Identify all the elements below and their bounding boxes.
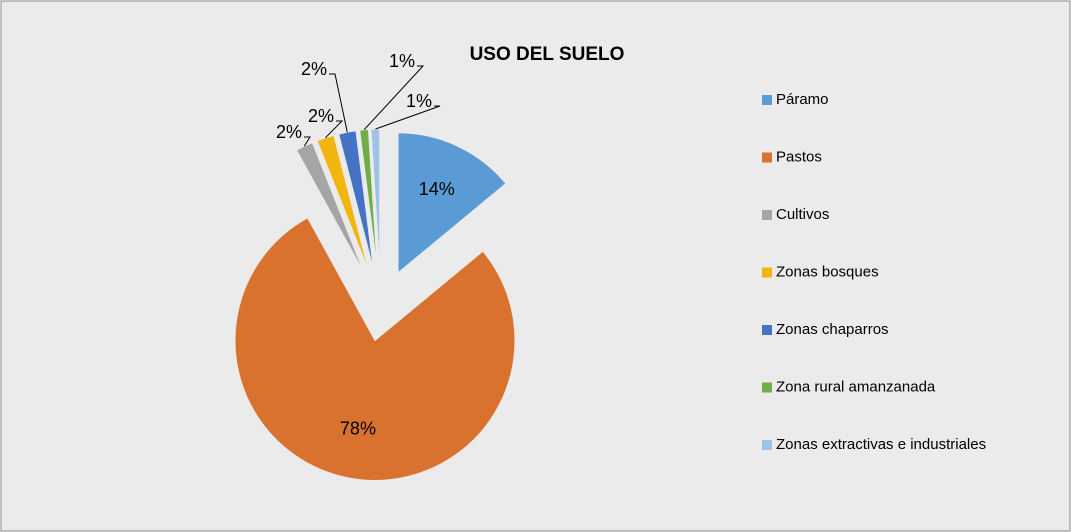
legend-label: Zona rural amanzanada	[776, 378, 936, 395]
data-label: 2%	[301, 59, 327, 79]
pie-slice	[234, 217, 516, 481]
legend-swatch	[762, 382, 772, 393]
legend-label: Pastos	[776, 148, 822, 165]
data-label: 14%	[419, 179, 455, 199]
pie-slice	[295, 141, 365, 274]
leader-line	[375, 105, 441, 130]
leader-line	[363, 65, 425, 131]
pie-slice	[397, 132, 507, 274]
legend-label: Zonas extractivas e industriales	[776, 436, 986, 453]
data-label: 1%	[389, 51, 415, 71]
legend-label: Zonas chaparros	[776, 321, 889, 338]
leader-line	[303, 136, 311, 147]
data-label: 1%	[406, 91, 432, 111]
legend-swatch	[762, 325, 772, 335]
legend-swatch	[762, 267, 772, 278]
legend-label: Cultivos	[776, 206, 829, 223]
data-label: 78%	[340, 419, 376, 439]
leader-line	[329, 73, 348, 133]
legend-swatch	[762, 440, 772, 450]
data-label: 2%	[276, 122, 302, 142]
legend-swatch	[762, 95, 772, 105]
legend-label: Zonas bosques	[776, 263, 879, 280]
legend-swatch	[762, 152, 772, 163]
chart-title: USO DEL SUELO	[470, 44, 625, 65]
leader-line	[325, 120, 344, 139]
data-label: 2%	[308, 106, 334, 126]
legend-swatch	[762, 210, 772, 220]
legend-label: Páramo	[776, 91, 829, 108]
